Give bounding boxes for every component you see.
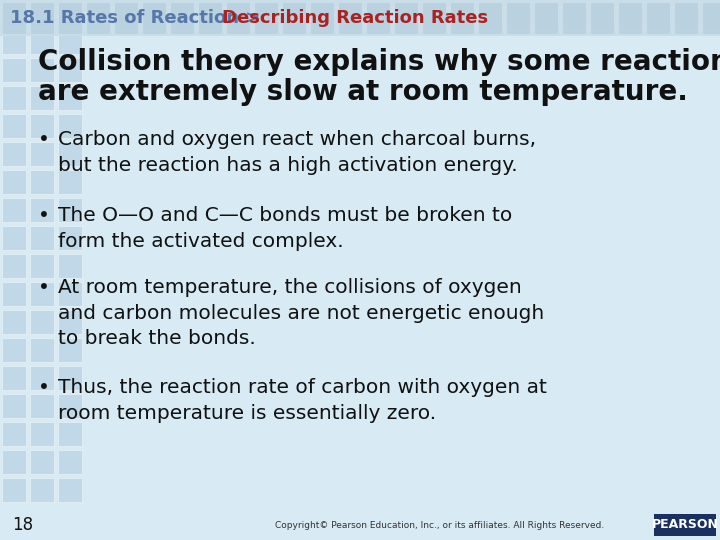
FancyBboxPatch shape <box>2 170 26 194</box>
Text: 18.1 Rates of Reaction >: 18.1 Rates of Reaction > <box>10 9 266 27</box>
Text: Collision theory explains why some reactions: Collision theory explains why some react… <box>38 48 720 76</box>
FancyBboxPatch shape <box>30 422 54 446</box>
FancyBboxPatch shape <box>114 2 138 26</box>
FancyBboxPatch shape <box>590 2 614 26</box>
Text: •: • <box>38 130 50 149</box>
FancyBboxPatch shape <box>2 2 26 34</box>
FancyBboxPatch shape <box>86 2 110 34</box>
FancyBboxPatch shape <box>170 2 194 34</box>
FancyBboxPatch shape <box>86 2 110 26</box>
FancyBboxPatch shape <box>2 422 26 446</box>
Text: •: • <box>38 206 50 225</box>
Text: Describing Reaction Rates: Describing Reaction Rates <box>222 9 488 27</box>
FancyBboxPatch shape <box>58 114 82 138</box>
Text: Thus, the reaction rate of carbon with oxygen at
room temperature is essentially: Thus, the reaction rate of carbon with o… <box>58 378 547 423</box>
Text: At room temperature, the collisions of oxygen
and carbon molecules are not energ: At room temperature, the collisions of o… <box>58 278 544 348</box>
FancyBboxPatch shape <box>58 310 82 334</box>
FancyBboxPatch shape <box>198 2 222 26</box>
FancyBboxPatch shape <box>30 310 54 334</box>
Text: Carbon and oxygen react when charcoal burns,
but the reaction has a high activat: Carbon and oxygen react when charcoal bu… <box>58 130 536 175</box>
FancyBboxPatch shape <box>58 282 82 306</box>
FancyBboxPatch shape <box>366 2 390 26</box>
FancyBboxPatch shape <box>142 2 166 34</box>
FancyBboxPatch shape <box>2 198 26 222</box>
FancyBboxPatch shape <box>2 114 26 138</box>
FancyBboxPatch shape <box>2 58 26 82</box>
FancyBboxPatch shape <box>226 2 250 26</box>
FancyBboxPatch shape <box>30 478 54 502</box>
Text: •: • <box>38 378 50 397</box>
FancyBboxPatch shape <box>2 30 26 54</box>
FancyBboxPatch shape <box>254 2 278 34</box>
FancyBboxPatch shape <box>450 2 474 26</box>
FancyBboxPatch shape <box>58 170 82 194</box>
FancyBboxPatch shape <box>422 2 446 26</box>
FancyBboxPatch shape <box>30 450 54 474</box>
FancyBboxPatch shape <box>58 422 82 446</box>
FancyBboxPatch shape <box>2 394 26 418</box>
FancyBboxPatch shape <box>506 2 530 34</box>
FancyBboxPatch shape <box>58 2 82 34</box>
FancyBboxPatch shape <box>674 2 698 26</box>
FancyBboxPatch shape <box>2 254 26 278</box>
FancyBboxPatch shape <box>58 366 82 390</box>
FancyBboxPatch shape <box>58 394 82 418</box>
FancyBboxPatch shape <box>702 2 720 26</box>
FancyBboxPatch shape <box>198 2 222 34</box>
FancyBboxPatch shape <box>58 338 82 362</box>
FancyBboxPatch shape <box>338 2 362 34</box>
FancyBboxPatch shape <box>58 58 82 82</box>
FancyBboxPatch shape <box>2 366 26 390</box>
FancyBboxPatch shape <box>30 254 54 278</box>
FancyBboxPatch shape <box>58 30 82 54</box>
Text: are extremely slow at room temperature.: are extremely slow at room temperature. <box>38 78 688 106</box>
FancyBboxPatch shape <box>2 2 26 26</box>
FancyBboxPatch shape <box>422 2 446 34</box>
FancyBboxPatch shape <box>58 86 82 110</box>
FancyBboxPatch shape <box>2 338 26 362</box>
FancyBboxPatch shape <box>30 2 54 26</box>
FancyBboxPatch shape <box>702 2 720 34</box>
FancyBboxPatch shape <box>562 2 586 26</box>
FancyBboxPatch shape <box>654 514 716 536</box>
FancyBboxPatch shape <box>30 282 54 306</box>
FancyBboxPatch shape <box>254 2 278 26</box>
FancyBboxPatch shape <box>478 2 502 34</box>
FancyBboxPatch shape <box>2 282 26 306</box>
Text: •: • <box>38 278 50 297</box>
FancyBboxPatch shape <box>30 170 54 194</box>
FancyBboxPatch shape <box>0 0 720 36</box>
FancyBboxPatch shape <box>506 2 530 26</box>
FancyBboxPatch shape <box>30 366 54 390</box>
FancyBboxPatch shape <box>534 2 558 26</box>
FancyBboxPatch shape <box>674 2 698 34</box>
FancyBboxPatch shape <box>618 2 642 26</box>
FancyBboxPatch shape <box>58 450 82 474</box>
FancyBboxPatch shape <box>30 114 54 138</box>
FancyBboxPatch shape <box>58 2 82 26</box>
FancyBboxPatch shape <box>2 226 26 250</box>
FancyBboxPatch shape <box>646 2 670 34</box>
FancyBboxPatch shape <box>30 338 54 362</box>
FancyBboxPatch shape <box>58 254 82 278</box>
FancyBboxPatch shape <box>30 226 54 250</box>
FancyBboxPatch shape <box>646 2 670 26</box>
FancyBboxPatch shape <box>0 510 720 540</box>
FancyBboxPatch shape <box>534 2 558 34</box>
FancyBboxPatch shape <box>478 2 502 26</box>
FancyBboxPatch shape <box>310 2 334 34</box>
Text: The O—O and C—C bonds must be broken to
form the activated complex.: The O—O and C—C bonds must be broken to … <box>58 206 512 251</box>
FancyBboxPatch shape <box>450 2 474 34</box>
Text: 18: 18 <box>12 516 33 534</box>
FancyBboxPatch shape <box>30 30 54 54</box>
FancyBboxPatch shape <box>618 2 642 34</box>
FancyBboxPatch shape <box>590 2 614 34</box>
FancyBboxPatch shape <box>58 2 82 26</box>
FancyBboxPatch shape <box>338 2 362 26</box>
FancyBboxPatch shape <box>366 2 390 34</box>
FancyBboxPatch shape <box>282 2 306 26</box>
FancyBboxPatch shape <box>30 86 54 110</box>
FancyBboxPatch shape <box>2 142 26 166</box>
FancyBboxPatch shape <box>142 2 166 26</box>
